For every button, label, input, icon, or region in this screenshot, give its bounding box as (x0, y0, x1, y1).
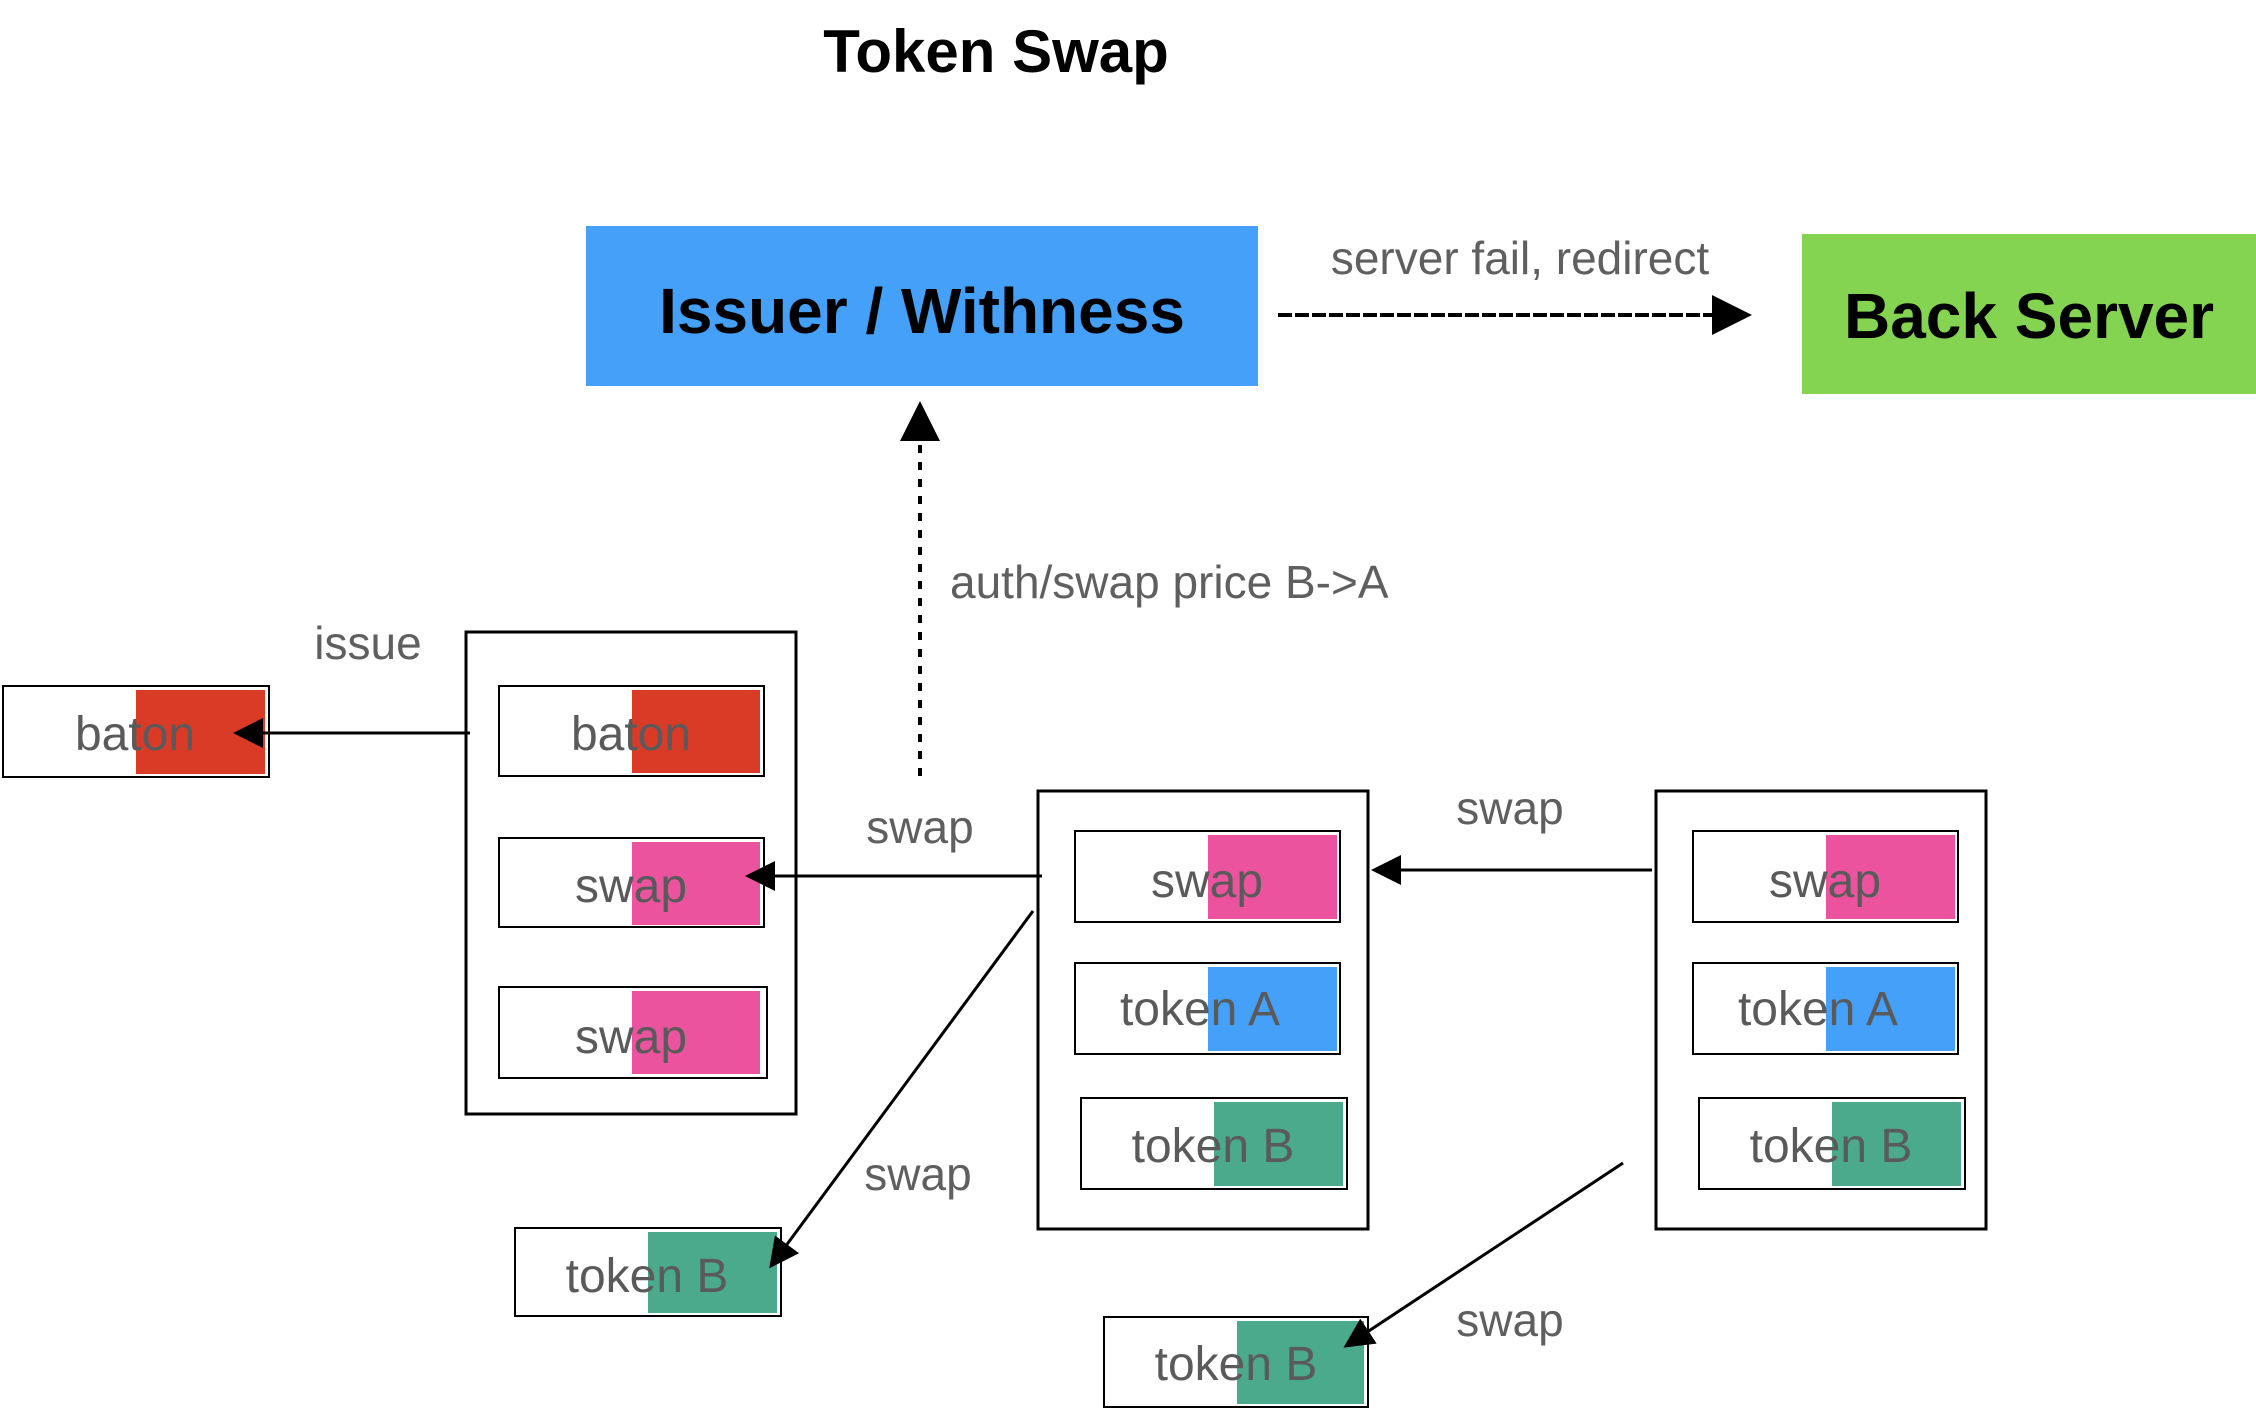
baton-out-chip: baton (2, 685, 270, 778)
group-3-container (1654, 789, 1988, 1231)
g2-tokenA-text: token A (1120, 983, 1280, 1036)
g2-tokenB-text: token B (1132, 1120, 1295, 1173)
g2-swap-text: swap (1151, 855, 1263, 908)
g3-tokenA-chip: token A (1692, 962, 1959, 1055)
group-2-container (1036, 789, 1370, 1231)
swap-arrow-g2-to-tokenB (769, 910, 1035, 1269)
g1-baton-text: baton (571, 708, 691, 761)
baton-out-text: baton (75, 708, 195, 761)
swap-label-4: swap (1456, 1294, 1563, 1346)
swap-label-2: swap (1456, 782, 1563, 834)
tokenB-out-text-1: token B (566, 1250, 729, 1303)
g2-tokenB-chip: token B (1080, 1097, 1348, 1190)
page-title: Token Swap (823, 18, 1169, 85)
issue-label: issue (314, 617, 421, 669)
back-server-box (1802, 234, 2256, 394)
swap-label-3: swap (864, 1148, 971, 1200)
back-server-label: Back Server (1844, 280, 2214, 352)
swap-label-1: swap (866, 801, 973, 853)
g3-tokenA-text: token A (1738, 983, 1898, 1036)
g1-swap-chip-1: swap (498, 837, 765, 928)
swap-arrow-g3-to-tokenB (1343, 1161, 1624, 1348)
g3-tokenB-chip: token B (1698, 1097, 1966, 1190)
g1-swap-text-2: swap (575, 1011, 687, 1064)
g2-swap-chip: swap (1074, 830, 1341, 923)
group-1-container (464, 630, 798, 1116)
g1-baton-chip: baton (498, 685, 765, 777)
g1-swap-text-1: swap (575, 860, 687, 913)
g3-tokenB-text: token B (1750, 1120, 1913, 1173)
tokenB-out-chip-1: token B (514, 1227, 782, 1317)
tokenB-out-chip-2: token B (1103, 1316, 1369, 1408)
g1-swap-chip-2: swap (498, 986, 768, 1079)
g2-tokenA-chip: token A (1074, 962, 1341, 1055)
issuer-box (586, 226, 1258, 386)
g3-swap-chip: swap (1692, 830, 1959, 923)
server-fail-label: server fail, redirect (1331, 232, 1710, 284)
auth-swap-label: auth/swap price B->A (950, 556, 1389, 608)
tokenB-out-text-2: token B (1155, 1338, 1318, 1391)
issuer-label: Issuer / Withness (659, 275, 1185, 347)
g3-swap-text: swap (1769, 855, 1881, 908)
